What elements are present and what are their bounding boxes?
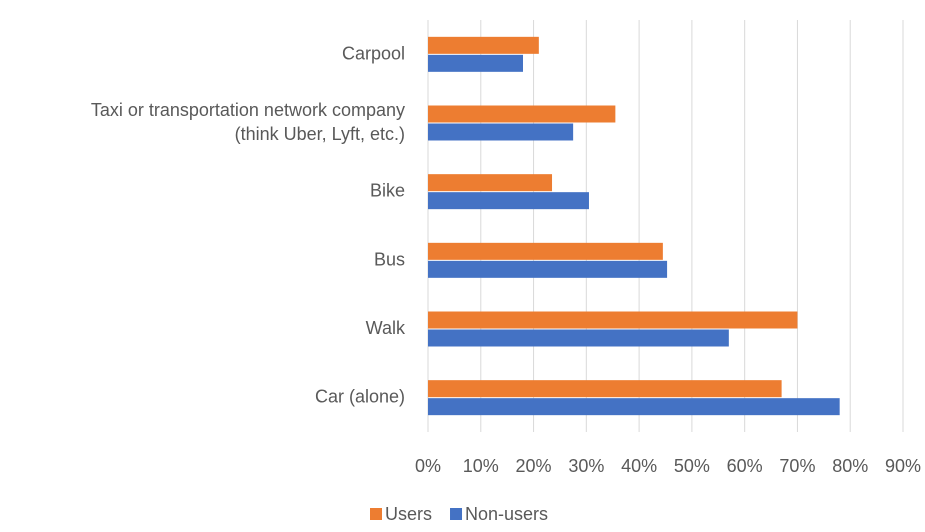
y-tick-label: Car (alone) [315, 386, 405, 406]
label-line: Taxi or transportation network company [91, 100, 405, 120]
x-tick-label: 80% [832, 456, 868, 476]
bar [428, 174, 553, 192]
y-tick-label: Carpool [342, 43, 405, 63]
bar [428, 260, 668, 278]
bar [428, 380, 782, 398]
legend-label: Users [385, 504, 432, 524]
y-tick-label: Bus [374, 249, 405, 269]
label-line: Car (alone) [315, 386, 405, 406]
x-tick-label: 70% [779, 456, 815, 476]
x-tick-label: 90% [885, 456, 921, 476]
label-line: Carpool [342, 43, 405, 63]
bar [428, 123, 574, 141]
x-tick-label: 0% [415, 456, 441, 476]
legend-swatch [370, 508, 382, 520]
legend-swatch [450, 508, 463, 520]
label-line: Bike [370, 180, 405, 200]
x-tick-label: 20% [516, 456, 552, 476]
bar [428, 36, 539, 54]
x-tick-label: 10% [463, 456, 499, 476]
x-tick-label: 60% [727, 456, 763, 476]
x-tick-label: 30% [568, 456, 604, 476]
legend-label: Non-users [465, 504, 548, 524]
label-line: Walk [366, 318, 406, 338]
bar [428, 398, 840, 416]
y-tick-label: Walk [366, 318, 406, 338]
bar [428, 329, 729, 347]
bar [428, 54, 523, 72]
label-line: (think Uber, Lyft, etc.) [235, 124, 405, 144]
bar [428, 311, 798, 329]
bar [428, 105, 616, 123]
bar [428, 242, 663, 260]
bar [428, 192, 589, 210]
x-tick-label: 50% [674, 456, 710, 476]
y-tick-label: Bike [370, 180, 405, 200]
x-tick-label: 40% [621, 456, 657, 476]
label-line: Bus [374, 249, 405, 269]
y-tick-label: Taxi or transportation network company (t… [91, 100, 405, 144]
